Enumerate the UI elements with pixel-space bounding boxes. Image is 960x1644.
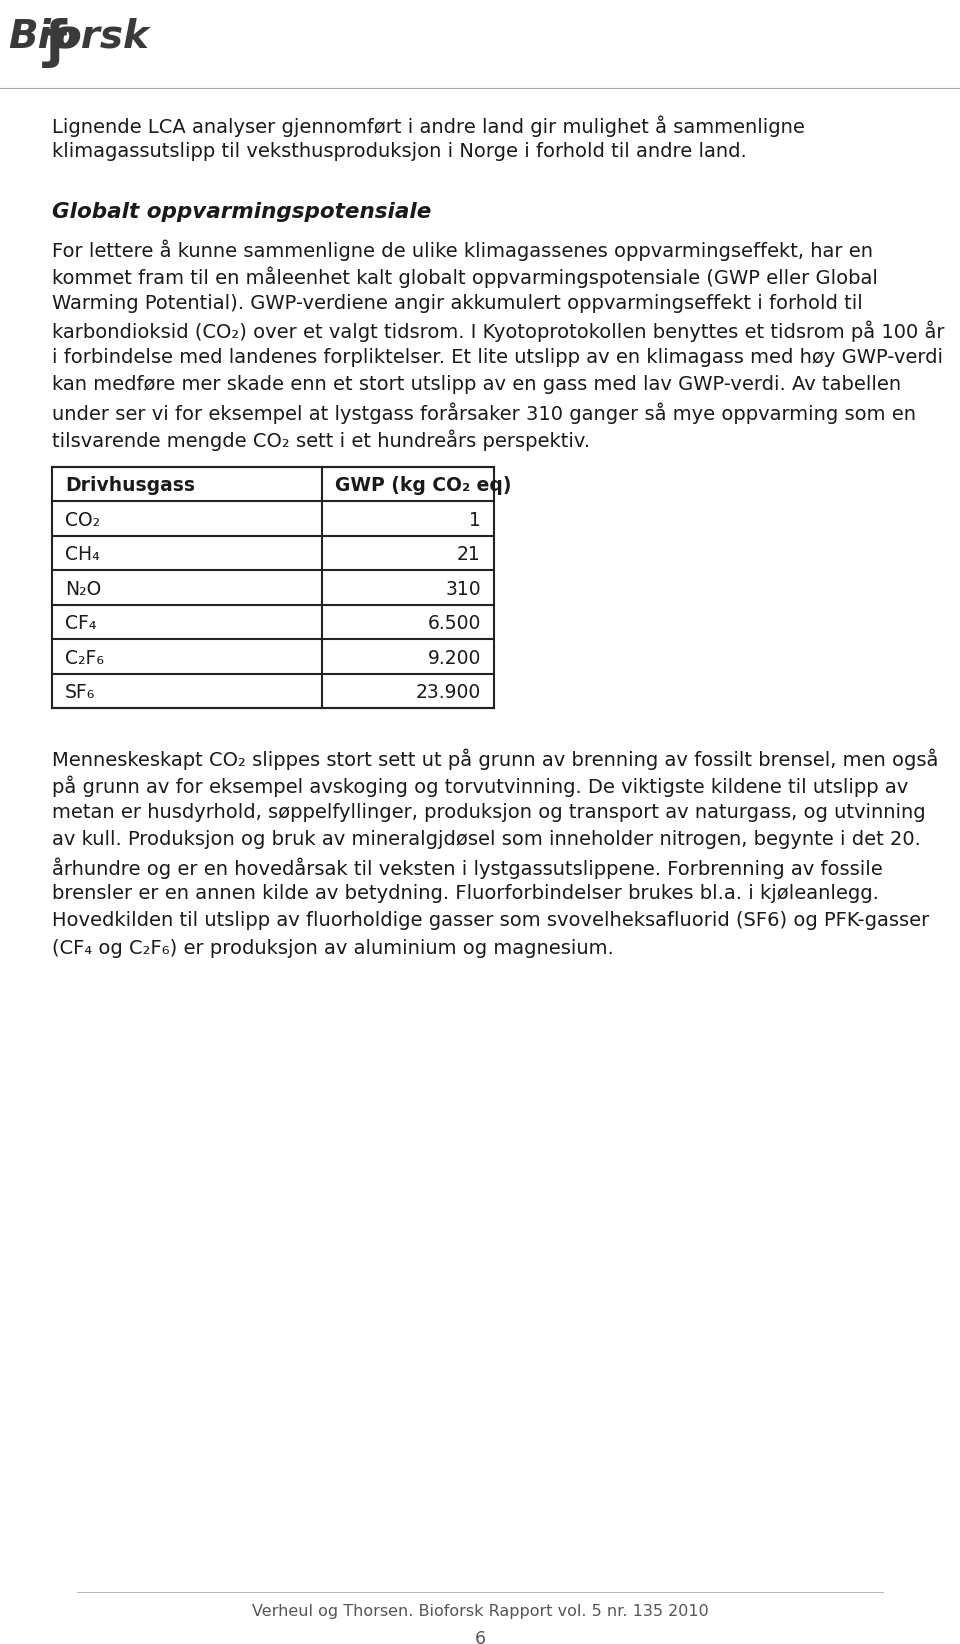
Text: 1: 1 xyxy=(469,511,481,529)
Text: Lignende LCA analyser gjennomført i andre land gir mulighet å sammenligne: Lignende LCA analyser gjennomført i andr… xyxy=(52,115,804,136)
Text: av kull. Produksjon og bruk av mineralgjdøsel som inneholder nitrogen, begynte i: av kull. Produksjon og bruk av mineralgj… xyxy=(52,830,921,848)
Text: 6: 6 xyxy=(474,1629,486,1644)
Text: CO₂: CO₂ xyxy=(65,511,100,529)
Text: klimagassutslipp til veksthusproduksjon i Norge i forhold til andre land.: klimagassutslipp til veksthusproduksjon … xyxy=(52,141,747,161)
Text: kommet fram til en måleenhet kalt globalt oppvarmingspotensiale (GWP eller Globa: kommet fram til en måleenhet kalt global… xyxy=(52,266,877,288)
Text: Bio: Bio xyxy=(8,18,78,56)
Text: Verheul og Thorsen. Bioforsk Rapport vol. 5 nr. 135 2010: Verheul og Thorsen. Bioforsk Rapport vol… xyxy=(252,1605,708,1619)
Text: århundre og er en hovedårsak til veksten i lystgassutslippene. Forbrenning av fo: århundre og er en hovedårsak til veksten… xyxy=(52,857,882,878)
Text: SF₆: SF₆ xyxy=(65,682,95,702)
Text: Menneskeskapt CO₂ slippes stort sett ut på grunn av brenning av fossilt brensel,: Menneskeskapt CO₂ slippes stort sett ut … xyxy=(52,748,938,769)
Text: Drivhusgass: Drivhusgass xyxy=(65,477,195,495)
Text: For lettere å kunne sammenligne de ulike klimagassenes oppvarmingseffekt, har en: For lettere å kunne sammenligne de ulike… xyxy=(52,238,873,261)
Text: karbondioksid (CO₂) over et valgt tidsrom. I Kyotoprotokollen benyttes et tidsro: karbondioksid (CO₂) over et valgt tidsro… xyxy=(52,321,945,342)
Text: tilsvarende mengde CO₂ sett i et hundreårs perspektiv.: tilsvarende mengde CO₂ sett i et hundreå… xyxy=(52,429,590,450)
Text: CF₄: CF₄ xyxy=(65,615,96,633)
Text: kan medføre mer skade enn et stort utslipp av en gass med lav GWP-verdi. Av tabe: kan medføre mer skade enn et stort utsli… xyxy=(52,375,901,395)
Bar xyxy=(52,467,493,709)
Text: Warming Potential). GWP-verdiene angir akkumulert oppvarmingseffekt i forhold ti: Warming Potential). GWP-verdiene angir a… xyxy=(52,294,863,312)
Text: CH₄: CH₄ xyxy=(65,546,100,564)
Text: 6.500: 6.500 xyxy=(427,615,481,633)
Text: 23.900: 23.900 xyxy=(416,682,481,702)
Text: 9.200: 9.200 xyxy=(427,648,481,667)
Text: GWP (kg CO₂ eq): GWP (kg CO₂ eq) xyxy=(335,477,512,495)
Text: orsk: orsk xyxy=(55,18,150,56)
Text: C₂F₆: C₂F₆ xyxy=(65,648,104,667)
Text: Globalt oppvarmingspotensiale: Globalt oppvarmingspotensiale xyxy=(52,202,431,222)
Text: i forbindelse med landenes forpliktelser. Et lite utslipp av en klimagass med hø: i forbindelse med landenes forpliktelser… xyxy=(52,349,943,367)
Text: metan er husdyrhold, søppelfyllinger, produksjon og transport av naturgass, og u: metan er husdyrhold, søppelfyllinger, pr… xyxy=(52,802,925,822)
Text: 21: 21 xyxy=(457,546,481,564)
Text: 310: 310 xyxy=(445,580,481,598)
Text: (CF₄ og C₂F₆) er produksjon av aluminium og magnesium.: (CF₄ og C₂F₆) er produksjon av aluminium… xyxy=(52,939,613,957)
Text: brensler er en annen kilde av betydning. Fluorforbindelser brukes bl.a. i kjølea: brensler er en annen kilde av betydning.… xyxy=(52,884,878,903)
Text: på grunn av for eksempel avskoging og torvutvinning. De viktigste kildene til ut: på grunn av for eksempel avskoging og to… xyxy=(52,776,908,797)
Text: ƒ: ƒ xyxy=(44,18,66,67)
Text: N₂O: N₂O xyxy=(65,580,101,598)
Text: under ser vi for eksempel at lystgass forårsaker 310 ganger så mye oppvarming so: under ser vi for eksempel at lystgass fo… xyxy=(52,403,916,424)
Text: Hovedkilden til utslipp av fluorholdige gasser som svovelheksafluorid (SF6) og P: Hovedkilden til utslipp av fluorholdige … xyxy=(52,911,929,931)
